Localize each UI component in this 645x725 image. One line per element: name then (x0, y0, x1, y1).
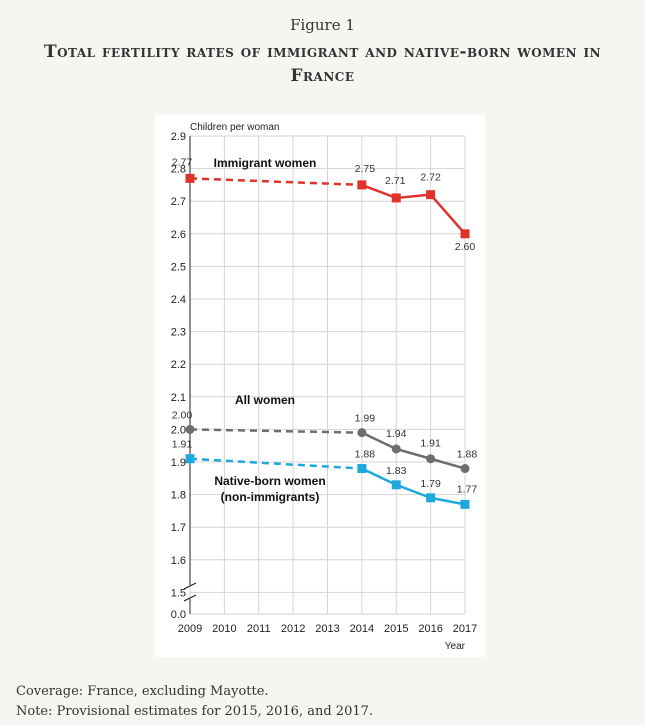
y-axis-label: Children per woman (190, 122, 280, 133)
series-segment (430, 457, 466, 470)
data-point (357, 464, 367, 474)
x-tick-label: 2009 (178, 623, 202, 635)
y-tick-label: 2.6 (171, 229, 186, 241)
y-tick-label: 2.7 (171, 196, 186, 208)
y-tick-label: 2.8 (171, 164, 186, 176)
data-point (357, 180, 367, 190)
x-tick-label: 2015 (384, 623, 408, 635)
provisional-note: Note: Provisional estimates for 2015, 20… (16, 704, 374, 719)
data-label: 2.72 (420, 172, 441, 184)
series-label: Native-born women (214, 474, 325, 488)
y-tick-label: 1.9 (171, 457, 186, 469)
coverage-note: Coverage: France, excluding Mayotte. (16, 684, 269, 699)
data-point (391, 480, 401, 490)
x-tick-label: 2010 (212, 623, 236, 635)
data-point (185, 424, 195, 434)
data-label: 1.88 (355, 449, 376, 461)
data-point (185, 173, 195, 183)
series-label: Immigrant women (214, 156, 317, 170)
data-point (460, 464, 470, 474)
y-tick-label-zero: 0.0 (171, 609, 186, 621)
series-segment-dashed (189, 457, 362, 470)
data-label: 2.00 (172, 409, 193, 421)
x-tick-label: 2016 (418, 623, 442, 635)
series-segment (396, 193, 431, 200)
data-point (357, 428, 367, 438)
series-lines (189, 177, 466, 506)
fertility-line-chart: Children per woman Year 1.5 1.6 1.7 1.8 1.9 2… (171, 122, 478, 652)
series-segment (361, 467, 397, 486)
y-tick-label: 2.0 (171, 424, 186, 436)
series-segment (429, 193, 466, 235)
data-point (426, 493, 436, 503)
x-tick-label: 2014 (350, 623, 374, 635)
data-label: 2.60 (455, 241, 476, 253)
series-segment (395, 483, 432, 500)
data-point (185, 454, 195, 464)
y-tick-label: 2.4 (171, 294, 186, 306)
series-segment (361, 431, 397, 451)
y-tick-label: 1.5 (171, 587, 186, 599)
y-tick-label: 1.7 (171, 522, 186, 534)
y-tick-label: 1.6 (171, 555, 186, 567)
data-label: 1.91 (172, 439, 193, 451)
series-segment-dashed (189, 428, 362, 434)
y-tick-label: 2.5 (171, 261, 186, 273)
x-tick-label: 2011 (247, 623, 271, 635)
series-label: All women (235, 393, 295, 407)
series-segment-dashed (189, 177, 362, 187)
x-tick-label: 2013 (315, 623, 339, 635)
y-tick-label: 2.1 (171, 392, 186, 404)
series-label: (non-immigrants) (221, 490, 320, 504)
axis-break-mark (183, 582, 197, 590)
y-tick-label: 2.3 (171, 327, 186, 339)
data-point (426, 454, 436, 464)
chart-panel: Children per woman Year 1.5 1.6 1.7 1.8 1.9 2… (155, 115, 485, 657)
data-label: 1.99 (355, 413, 376, 425)
data-label: 1.88 (457, 449, 478, 461)
data-point (460, 229, 470, 239)
grid-lines (189, 135, 466, 615)
data-label: 2.75 (355, 163, 376, 175)
figure-label: Figure 1 (290, 16, 355, 34)
axis-break-mark (183, 594, 197, 602)
data-point (391, 444, 401, 454)
axes (183, 136, 197, 614)
data-label: 1.79 (420, 478, 441, 490)
y-tick-label: 2.9 (171, 131, 186, 143)
figure-title: Total fertility rates of immigrant and n… (43, 42, 602, 86)
data-point (460, 499, 470, 509)
series-segment (395, 447, 431, 460)
x-tick-label: 2017 (453, 623, 477, 635)
data-label: 1.83 (386, 465, 407, 477)
data-point (426, 190, 436, 200)
y-tick-label: 1.8 (171, 490, 186, 502)
data-point (391, 193, 401, 203)
data-label: 2.77 (172, 156, 193, 168)
x-tick-label: 2012 (281, 623, 305, 635)
x-axis-label: Year (445, 641, 466, 652)
data-label: 1.94 (386, 428, 407, 440)
data-label: 1.77 (457, 483, 478, 495)
series-segment (361, 183, 397, 200)
chart-text: Children per woman Year 1.5 1.6 1.7 1.8 1.9 2… (171, 122, 478, 652)
series-markers (185, 173, 470, 509)
data-label: 1.91 (420, 438, 441, 450)
series-segment (430, 496, 466, 506)
data-label: 2.71 (385, 175, 406, 187)
y-tick-label: 2.2 (171, 359, 186, 371)
